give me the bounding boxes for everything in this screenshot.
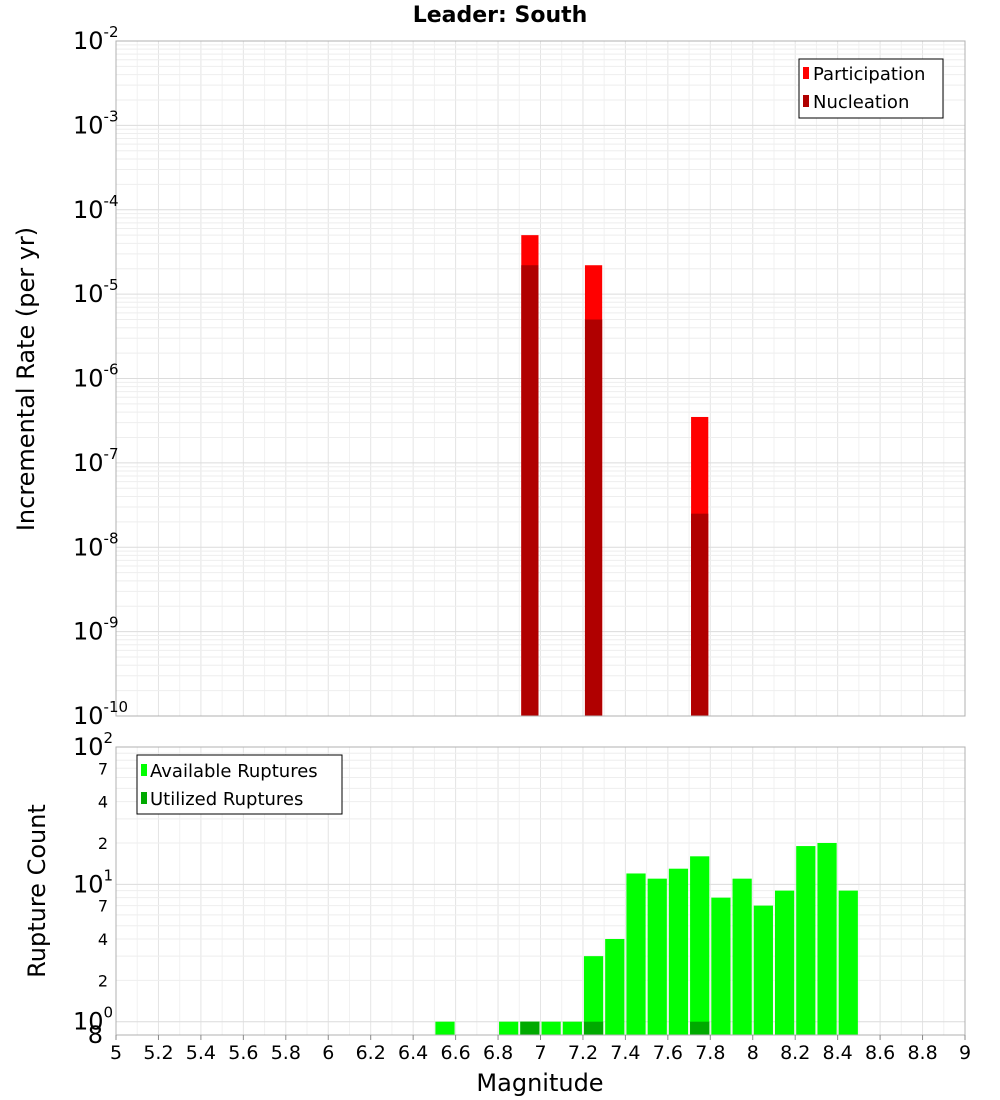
x-tick-label: 6.8: [483, 1042, 513, 1064]
x-tick-label: 5.4: [186, 1042, 216, 1064]
available-ruptures-bar: [817, 843, 837, 1035]
legend-label-nucleation: Nucleation: [813, 92, 909, 113]
x-tick-label: 9: [959, 1042, 971, 1064]
bottom-y-minor-tick-label: 2: [98, 971, 108, 990]
top-y-tick-label: 10-7: [73, 445, 119, 477]
available-ruptures-bar: [668, 868, 689, 1035]
utilized-ruptures-bar: [583, 1021, 604, 1035]
available-ruptures-bar: [774, 890, 795, 1035]
x-tick-label: 6.4: [398, 1042, 428, 1064]
bottom-y-minor-tick-label: 4: [98, 793, 108, 812]
bottom-panel: 102 101 100 7 4 2 7 4 2 8 5 5.2 5.4 5.6 5.8 6 6.2 6.4 6.6…: [23, 729, 971, 1097]
x-tick-label: 6.6: [440, 1042, 470, 1064]
bottom-y-minor-tick-label: 8: [88, 1021, 103, 1049]
available-ruptures-bar: [647, 878, 667, 1035]
x-tick-label: 7.2: [568, 1042, 598, 1064]
chart-title: Leader: South: [413, 3, 588, 28]
x-tick-label: 8.2: [780, 1042, 810, 1064]
x-tick-label: 6.2: [356, 1042, 386, 1064]
top-y-tick-label: 10-10: [73, 698, 128, 730]
top-y-tick-label: 10-9: [73, 614, 119, 646]
x-tick-label: 7.8: [695, 1042, 725, 1064]
x-tick-label: 7.6: [653, 1042, 683, 1064]
top-y-tick-label: 10-4: [73, 192, 119, 224]
bottom-legend: Available Ruptures Utilized Ruptures: [136, 754, 343, 815]
top-y-tick-label: 10-5: [73, 276, 119, 308]
x-tick-label: 8.8: [907, 1042, 937, 1064]
available-ruptures-bar: [562, 1021, 582, 1035]
legend-swatch-available: [141, 764, 147, 776]
available-ruptures-bar: [626, 873, 646, 1035]
legend-label-available: Available Ruptures: [150, 761, 318, 782]
bottom-y-minor-tick-label: 4: [98, 930, 108, 949]
x-tick-label: 5: [110, 1042, 122, 1064]
bottom-y-minor-tick-label: 2: [98, 834, 108, 853]
legend-label-utilized: Utilized Ruptures: [150, 789, 303, 810]
top-y-tick-label: 10-3: [73, 107, 119, 139]
x-tick-label: 7: [534, 1042, 546, 1064]
bottom-y-minor-tick-label: 7: [98, 759, 108, 778]
available-ruptures-bar: [753, 905, 773, 1035]
available-ruptures-bar: [499, 1021, 519, 1035]
x-tick-label: 8: [747, 1042, 759, 1064]
available-ruptures-bar: [690, 856, 710, 1035]
utilized-ruptures-bar: [690, 1021, 710, 1035]
x-tick-label: 7.4: [610, 1042, 640, 1064]
nucleation-bar: [521, 265, 539, 716]
legend-swatch-participation: [803, 67, 809, 79]
legend-swatch-utilized: [141, 792, 147, 804]
available-ruptures-bar: [732, 878, 752, 1035]
x-tick-label: 5.6: [228, 1042, 258, 1064]
legend-label-participation: Participation: [813, 64, 925, 85]
nucleation-bar: [691, 513, 709, 716]
top-y-tick-label: 10-2: [73, 23, 119, 55]
x-tick-label: 8.4: [823, 1042, 853, 1064]
x-tick-label: 8.6: [865, 1042, 895, 1064]
bottom-y-axis-label: Rupture Count: [23, 804, 51, 978]
available-ruptures-bar: [838, 890, 858, 1035]
available-ruptures-bar: [583, 956, 604, 1035]
x-tick-label: 6: [322, 1042, 334, 1064]
available-ruptures-bar: [711, 897, 731, 1035]
available-ruptures-bar: [541, 1021, 561, 1035]
utilized-ruptures-bar: [520, 1021, 540, 1035]
nucleation-bar: [584, 319, 603, 716]
top-panel: 10-2 10-3 10-4 10-5 10-6 10-7 10-8 10-9 10-10 In…: [12, 23, 966, 730]
x-axis-label: Magnitude: [476, 1069, 603, 1097]
top-y-tick-label: 10-8: [73, 529, 119, 561]
bottom-y-tick-label: 101: [73, 866, 113, 898]
x-tick-label: 5.8: [271, 1042, 301, 1064]
bottom-y-tick-label: 100: [73, 1004, 113, 1036]
legend-swatch-nucleation: [803, 95, 809, 107]
bottom-y-minor-tick-label: 7: [98, 897, 108, 916]
available-ruptures-bar: [435, 1021, 455, 1035]
bottom-y-tick-label: 102: [73, 729, 113, 761]
top-legend: Participation Nucleation: [798, 58, 944, 119]
top-y-axis-label: Incremental Rate (per yr): [12, 227, 40, 531]
available-ruptures-bar: [605, 939, 625, 1035]
top-y-tick-label: 10-6: [73, 361, 119, 393]
available-ruptures-bar: [796, 846, 816, 1035]
x-tick-label: 5.2: [143, 1042, 173, 1064]
